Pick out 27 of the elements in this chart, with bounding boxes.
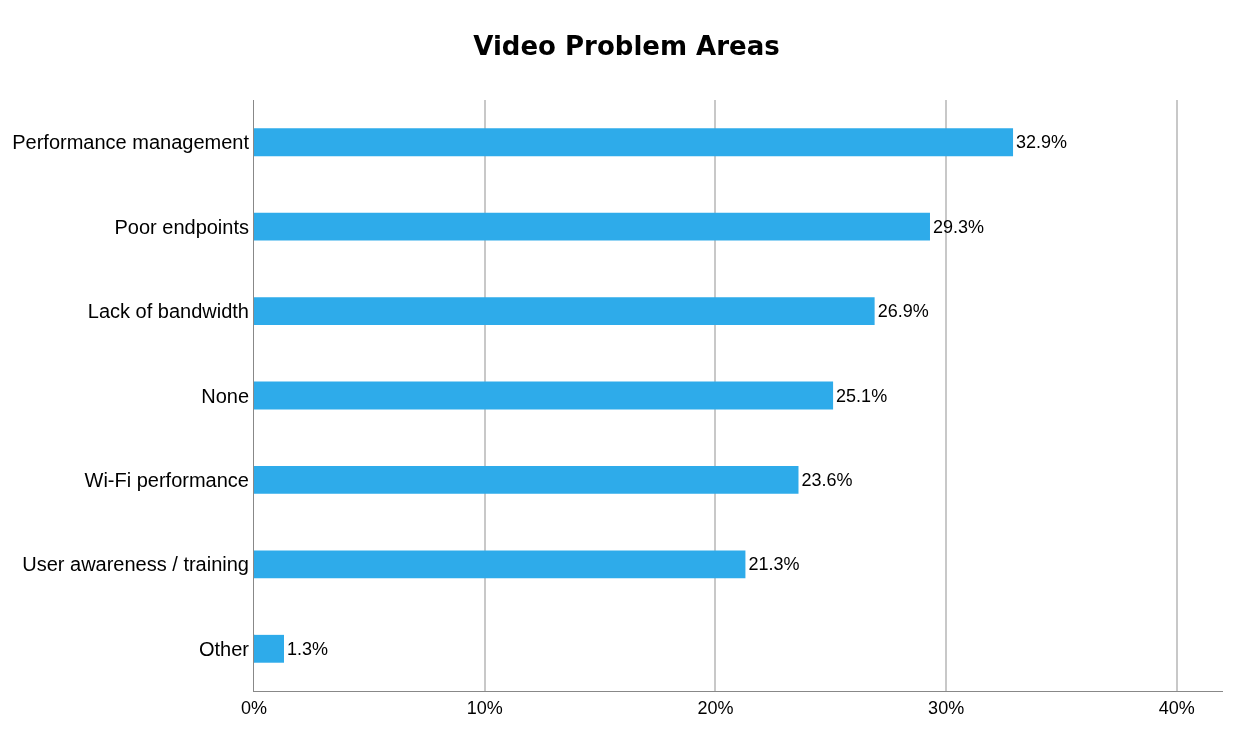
x-tick-label: 10%	[466, 697, 503, 718]
y-tick-label: Performance management	[12, 131, 250, 154]
y-tick-label: Lack of bandwidth	[87, 300, 249, 323]
data-label: 23.6%	[801, 469, 853, 490]
data-label: 21.3%	[748, 554, 800, 575]
chart-title: Video Problem Areas	[473, 31, 780, 62]
bar	[254, 466, 799, 494]
data-label: 29.3%	[932, 216, 985, 237]
data-label: 32.9%	[1016, 132, 1068, 153]
bar	[254, 212, 930, 241]
data-label: 26.9%	[877, 301, 929, 322]
data-label: 1.3%	[286, 638, 329, 659]
x-tick-label: 40%	[1158, 697, 1195, 718]
x-tick-label: 20%	[697, 697, 734, 718]
y-tick-label: Other	[198, 637, 250, 660]
y-tick-label: None	[201, 384, 249, 407]
y-tick-label: User awareness / training	[22, 553, 249, 576]
data-label: 25.1%	[836, 385, 888, 406]
bar	[254, 381, 834, 410]
bar	[254, 297, 875, 325]
x-tick-label: 30%	[928, 697, 965, 718]
x-tick-label: 0%	[240, 697, 268, 718]
y-tick-label: Wi-Fi performance	[84, 468, 249, 491]
bar	[254, 550, 746, 579]
bar	[254, 128, 1014, 157]
y-tick-label: Poor endpoints	[114, 215, 249, 238]
bar	[254, 634, 284, 663]
